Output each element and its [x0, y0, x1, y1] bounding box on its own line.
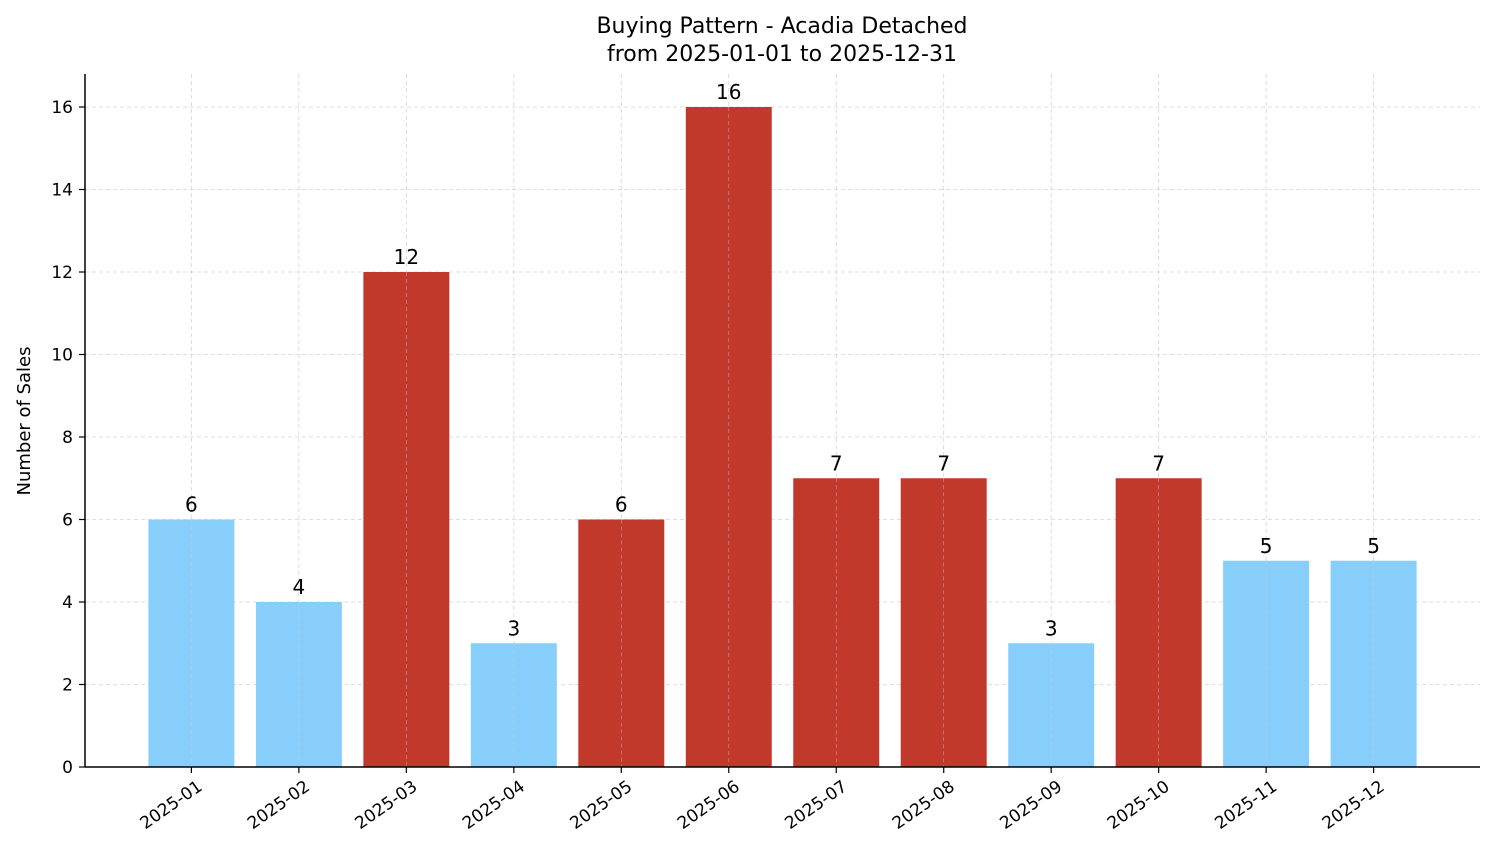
chart-title: Buying Pattern - Acadia Detached: [596, 14, 967, 39]
y-tick-label: 16: [51, 98, 73, 118]
data-label: 7: [937, 451, 950, 475]
data-label: 7: [1152, 451, 1165, 475]
x-tick-label: 2025-01: [137, 777, 207, 834]
data-label: 4: [293, 575, 306, 599]
y-tick-label: 6: [62, 511, 73, 531]
data-label: 7: [830, 451, 843, 475]
chart-subtitle: from 2025-01-01 to 2025-12-31: [607, 42, 957, 67]
bar: [470, 643, 557, 767]
x-tick-label: 2025-10: [1104, 777, 1174, 834]
data-label: 3: [1045, 616, 1058, 640]
x-tick-label: 2025-12: [1319, 777, 1389, 834]
data-labels: 6 4 12 3 6 16 7 7 3 7 5 5: [185, 80, 1380, 767]
x-tick-label: 2025-05: [567, 777, 637, 834]
y-tick-label: 8: [62, 428, 73, 448]
y-tick-label: 10: [51, 346, 73, 366]
y-axis-label: Number of Sales: [14, 346, 35, 495]
x-tick-label: 2025-09: [996, 777, 1066, 834]
y-tick-label: 12: [51, 263, 73, 283]
x-tick-label: 2025-11: [1211, 777, 1281, 834]
x-tick-label: 2025-07: [781, 777, 851, 834]
data-label: 12: [394, 245, 419, 269]
y-tick-label: 0: [62, 758, 73, 778]
data-label: 16: [716, 80, 741, 104]
data-label: 3: [507, 616, 520, 640]
y-tick-label: 2: [62, 676, 73, 696]
data-label: 5: [1367, 534, 1380, 558]
x-tick-label: 2025-08: [889, 777, 959, 834]
x-tick-label: 2025-02: [244, 777, 314, 834]
bar: [1008, 643, 1095, 767]
data-label: 5: [1260, 534, 1273, 558]
y-tick-label: 4: [62, 593, 73, 613]
x-tick-label: 2025-03: [352, 777, 422, 834]
data-label: 6: [615, 493, 628, 517]
x-tick-label: 2025-06: [674, 777, 744, 834]
x-tick-label: 2025-04: [459, 777, 529, 834]
bar: [255, 602, 342, 767]
y-tick-label: 14: [51, 181, 73, 201]
data-label: 6: [185, 493, 198, 517]
